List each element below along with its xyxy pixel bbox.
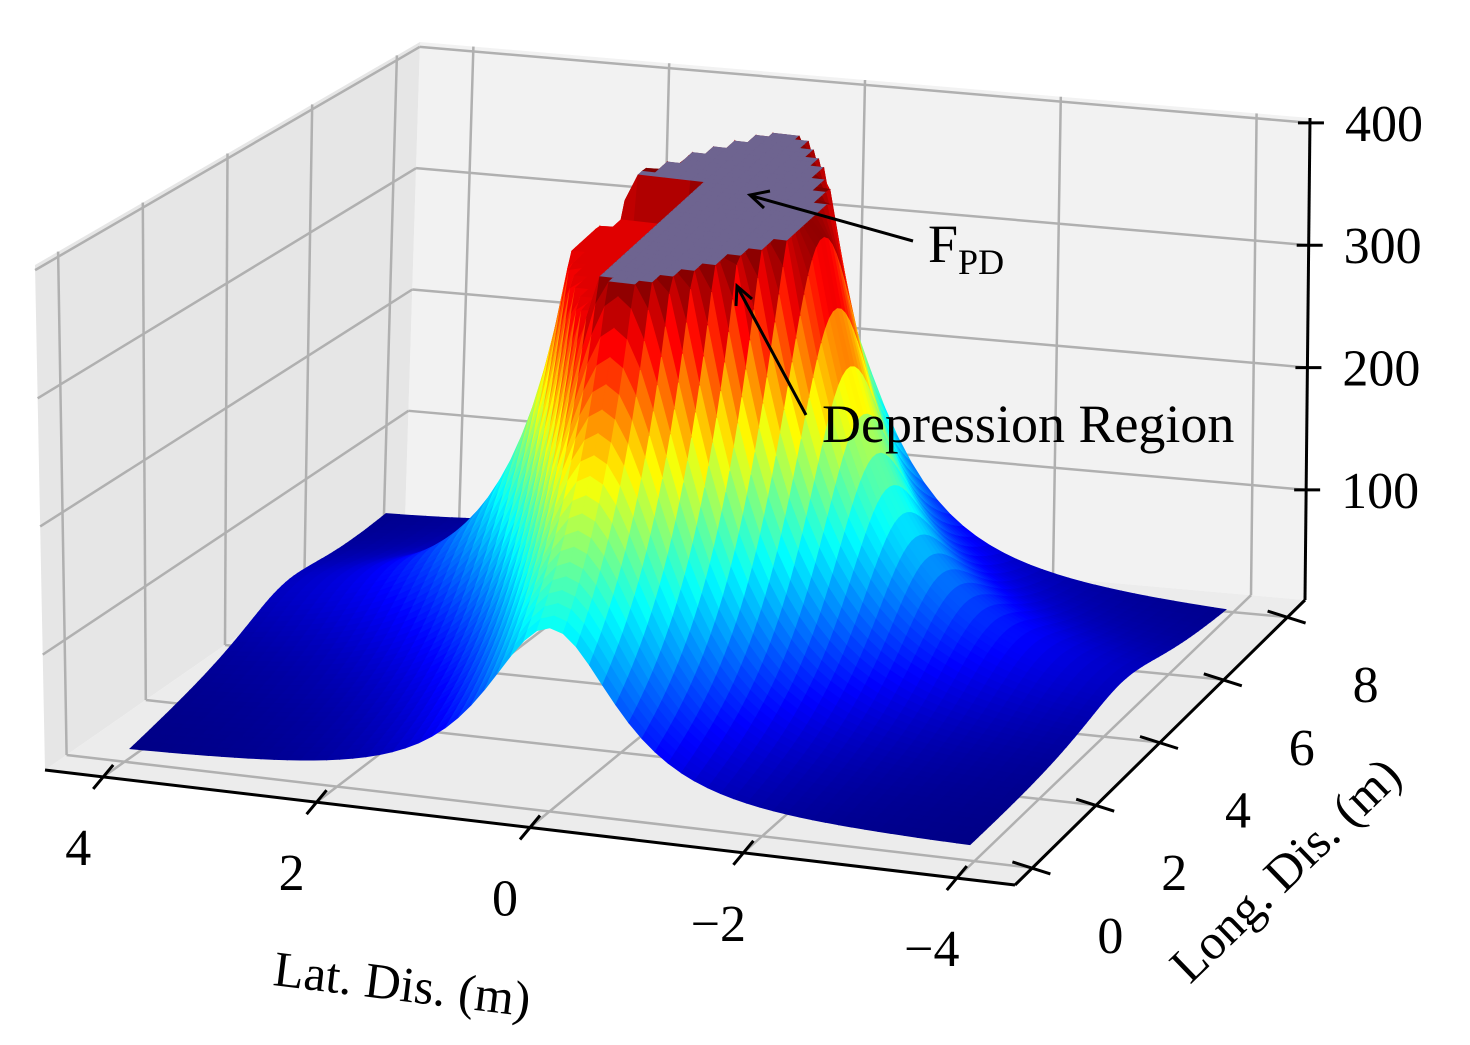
annotation-depression-label: Depression Region [822,394,1234,454]
x-tick [732,839,755,866]
y-axis-label: Long. Dis. (m) [1159,746,1412,993]
x-tick [518,814,542,841]
arrowhead-depression [734,282,753,307]
annotation-arrow-depression [736,287,808,416]
left-grid-line [42,409,410,656]
floor-grid-line [66,753,1033,870]
back-grid-line [457,46,475,525]
annotation-fpd-label: FPD [928,214,1004,282]
back-grid-line [1051,96,1063,578]
x-tick-label: −2 [691,896,746,953]
z-tick-label: 300 [1344,218,1422,275]
y-tick-label: 4 [1225,783,1251,840]
y-tick [1267,609,1307,625]
axes [44,117,1324,892]
z-axis-line [1303,117,1312,601]
y-tick-label: 8 [1353,657,1379,714]
back-grid-line [419,45,1311,125]
x-tick [92,763,115,790]
y-tick-label: 2 [1161,845,1187,902]
left-grid-line [34,45,421,272]
back-grid-line [1249,113,1258,596]
left-grid-line [56,251,68,756]
left-grid-line [141,202,148,701]
left-grid-line [382,55,399,536]
y-tick [1075,797,1115,813]
x-tick [305,789,328,816]
left-grid-line [223,153,229,646]
surface-facet [955,838,975,846]
z-tick-label: 200 [1342,341,1420,398]
left-grid-line [36,167,417,400]
annotation-arrow-fpd [751,194,914,243]
annotation-depression: Depression Region [734,282,1234,454]
x-tick [945,865,968,892]
x-axis-label: Lat. Dis. (m) [271,940,534,1027]
annotation-fpd: FPD [746,189,1004,282]
back-grid-line [415,166,1309,247]
x-tick-label: 2 [279,845,305,902]
x-tick-label: −4 [904,921,959,978]
x-tick-label: 4 [65,820,91,877]
y-tick-label: 6 [1289,720,1315,777]
arrowhead-fpd [746,189,771,210]
left-grid-line [302,104,314,591]
z-tick-label: 400 [1345,96,1423,153]
y-tick [1011,860,1051,876]
x-tick-label: 0 [492,871,518,928]
left-grid-line [39,288,413,528]
z-tick-label: 100 [1341,463,1419,520]
y-tick-label: 0 [1097,908,1123,965]
y-tick [1139,735,1179,750]
y-tick [1203,672,1243,688]
